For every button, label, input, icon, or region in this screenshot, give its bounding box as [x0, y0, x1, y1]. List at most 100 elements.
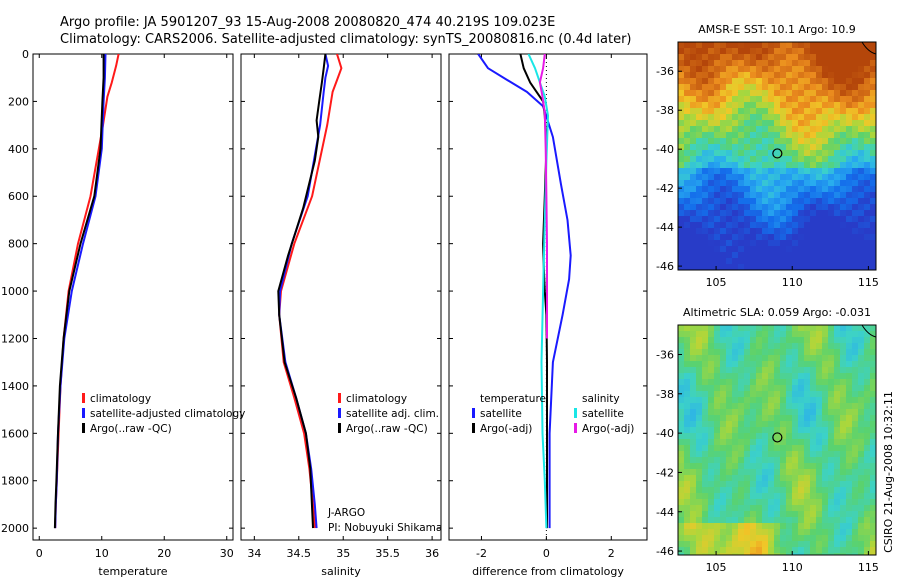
sst-map-cell — [792, 162, 799, 169]
sla-map-cell — [762, 331, 769, 338]
sst-map-cell — [750, 96, 757, 103]
sla-map-cell — [744, 463, 751, 470]
sla-map-cell — [690, 361, 697, 368]
sla-map-cell — [864, 553, 871, 555]
sla-map-cell — [708, 397, 715, 404]
sla-map-cell — [696, 409, 703, 416]
sst-map-cell — [810, 54, 817, 61]
sst-map-cell — [780, 228, 787, 235]
sst-map-cell — [804, 48, 811, 55]
sla-map-cell — [804, 523, 811, 530]
sla-map-ytick-label: -44 — [656, 506, 674, 519]
sst-map-cell — [810, 114, 817, 121]
legend-entry-label: climatology — [346, 393, 407, 405]
sst-map-cell — [828, 198, 835, 205]
sla-map-cell — [852, 493, 859, 500]
sst-map-cell — [864, 132, 871, 139]
sst-map-cell — [708, 168, 715, 175]
sla-map-cell — [678, 475, 685, 482]
sla-map-cell — [810, 367, 817, 374]
sst-map-cell — [738, 54, 745, 61]
sla-map-cell — [816, 547, 823, 554]
sst-map-cell — [738, 222, 745, 229]
sst-map-cell — [792, 132, 799, 139]
sla-map-cell — [834, 415, 841, 422]
sst-map-cell — [804, 132, 811, 139]
sst-map-cell — [780, 90, 787, 97]
sla-map-cell — [744, 415, 751, 422]
sla-map-cell — [756, 463, 763, 470]
sst-map-cell — [792, 168, 799, 175]
sst-map-cell — [828, 96, 835, 103]
sst-map-cell — [786, 264, 793, 270]
sst-map-cell — [714, 114, 721, 121]
sst-map-cell — [786, 246, 793, 253]
sla-map-cell — [744, 343, 751, 350]
sla-map-cell — [702, 355, 709, 362]
sla-map-cell — [744, 361, 751, 368]
sla-map-cell — [732, 355, 739, 362]
sla-map-cell — [786, 379, 793, 386]
sla-map-cell — [870, 385, 876, 392]
sla-map-cell — [780, 493, 787, 500]
sst-map-cell — [822, 102, 829, 109]
sst-map-cell — [732, 138, 739, 145]
side-timestamp-label: CSIRO 21-Aug-2008 10:32:11 — [882, 391, 895, 553]
sst-map-cell — [750, 216, 757, 223]
sla-map-cell — [750, 427, 757, 434]
sst-map-cell — [822, 180, 829, 187]
sla-map-cell — [810, 337, 817, 344]
sla-map-cell — [846, 373, 853, 380]
sla-map-cell — [696, 331, 703, 338]
sla-map-cell — [690, 463, 697, 470]
sst-map-cell — [834, 252, 841, 259]
sla-map-cell — [756, 343, 763, 350]
sla-map-cell — [726, 415, 733, 422]
sst-map-cell — [726, 204, 733, 211]
sst-map-cell — [762, 258, 769, 265]
sla-map-cell — [864, 403, 871, 410]
sst-map-cell — [792, 204, 799, 211]
sst-map-cell — [798, 216, 805, 223]
sla-map-cell — [714, 391, 721, 398]
sla-map-cell — [792, 355, 799, 362]
sla-map-cell — [714, 463, 721, 470]
sst-map-cell — [804, 72, 811, 79]
sst-map-cell — [852, 120, 859, 127]
sst-map-cell — [804, 156, 811, 163]
sla-map-cell — [738, 469, 745, 476]
sla-map-cell — [864, 475, 871, 482]
sst-map-cell — [858, 198, 865, 205]
sst-map-cell — [786, 258, 793, 265]
sst-map-cell — [744, 192, 751, 199]
sla-map-cell — [774, 367, 781, 374]
sla-map-cell — [720, 391, 727, 398]
sla-map-cell — [840, 403, 847, 410]
sla-map-cell — [870, 475, 876, 482]
sst-map-cell — [756, 210, 763, 217]
sst-map-xtick-label: 115 — [858, 276, 879, 289]
sla-map-cell — [684, 415, 691, 422]
sla-map-cell — [786, 421, 793, 428]
sla-map-cell — [768, 379, 775, 386]
sst-map-cell — [678, 42, 685, 49]
sst-map-cell — [726, 66, 733, 73]
sla-map-cell — [756, 433, 763, 440]
sla-map-cell — [762, 403, 769, 410]
sst-map-cell — [708, 90, 715, 97]
sst-map-cell — [720, 96, 727, 103]
sla-map-cell — [822, 517, 829, 524]
sst-map-cell — [708, 228, 715, 235]
sst-map-cell — [840, 138, 847, 145]
sst-map-cell — [690, 222, 697, 229]
sla-map-cell — [864, 433, 871, 440]
sst-map-cell — [696, 54, 703, 61]
sst-map-cell — [834, 102, 841, 109]
sst-map-cell — [744, 228, 751, 235]
sla-map-cell — [822, 445, 829, 452]
sst-map-cell — [816, 120, 823, 127]
legend-entry-label: climatology — [90, 393, 151, 405]
sla-map-cell — [726, 541, 733, 548]
sst-map-cell — [720, 48, 727, 55]
sla-map-cell — [864, 325, 871, 332]
